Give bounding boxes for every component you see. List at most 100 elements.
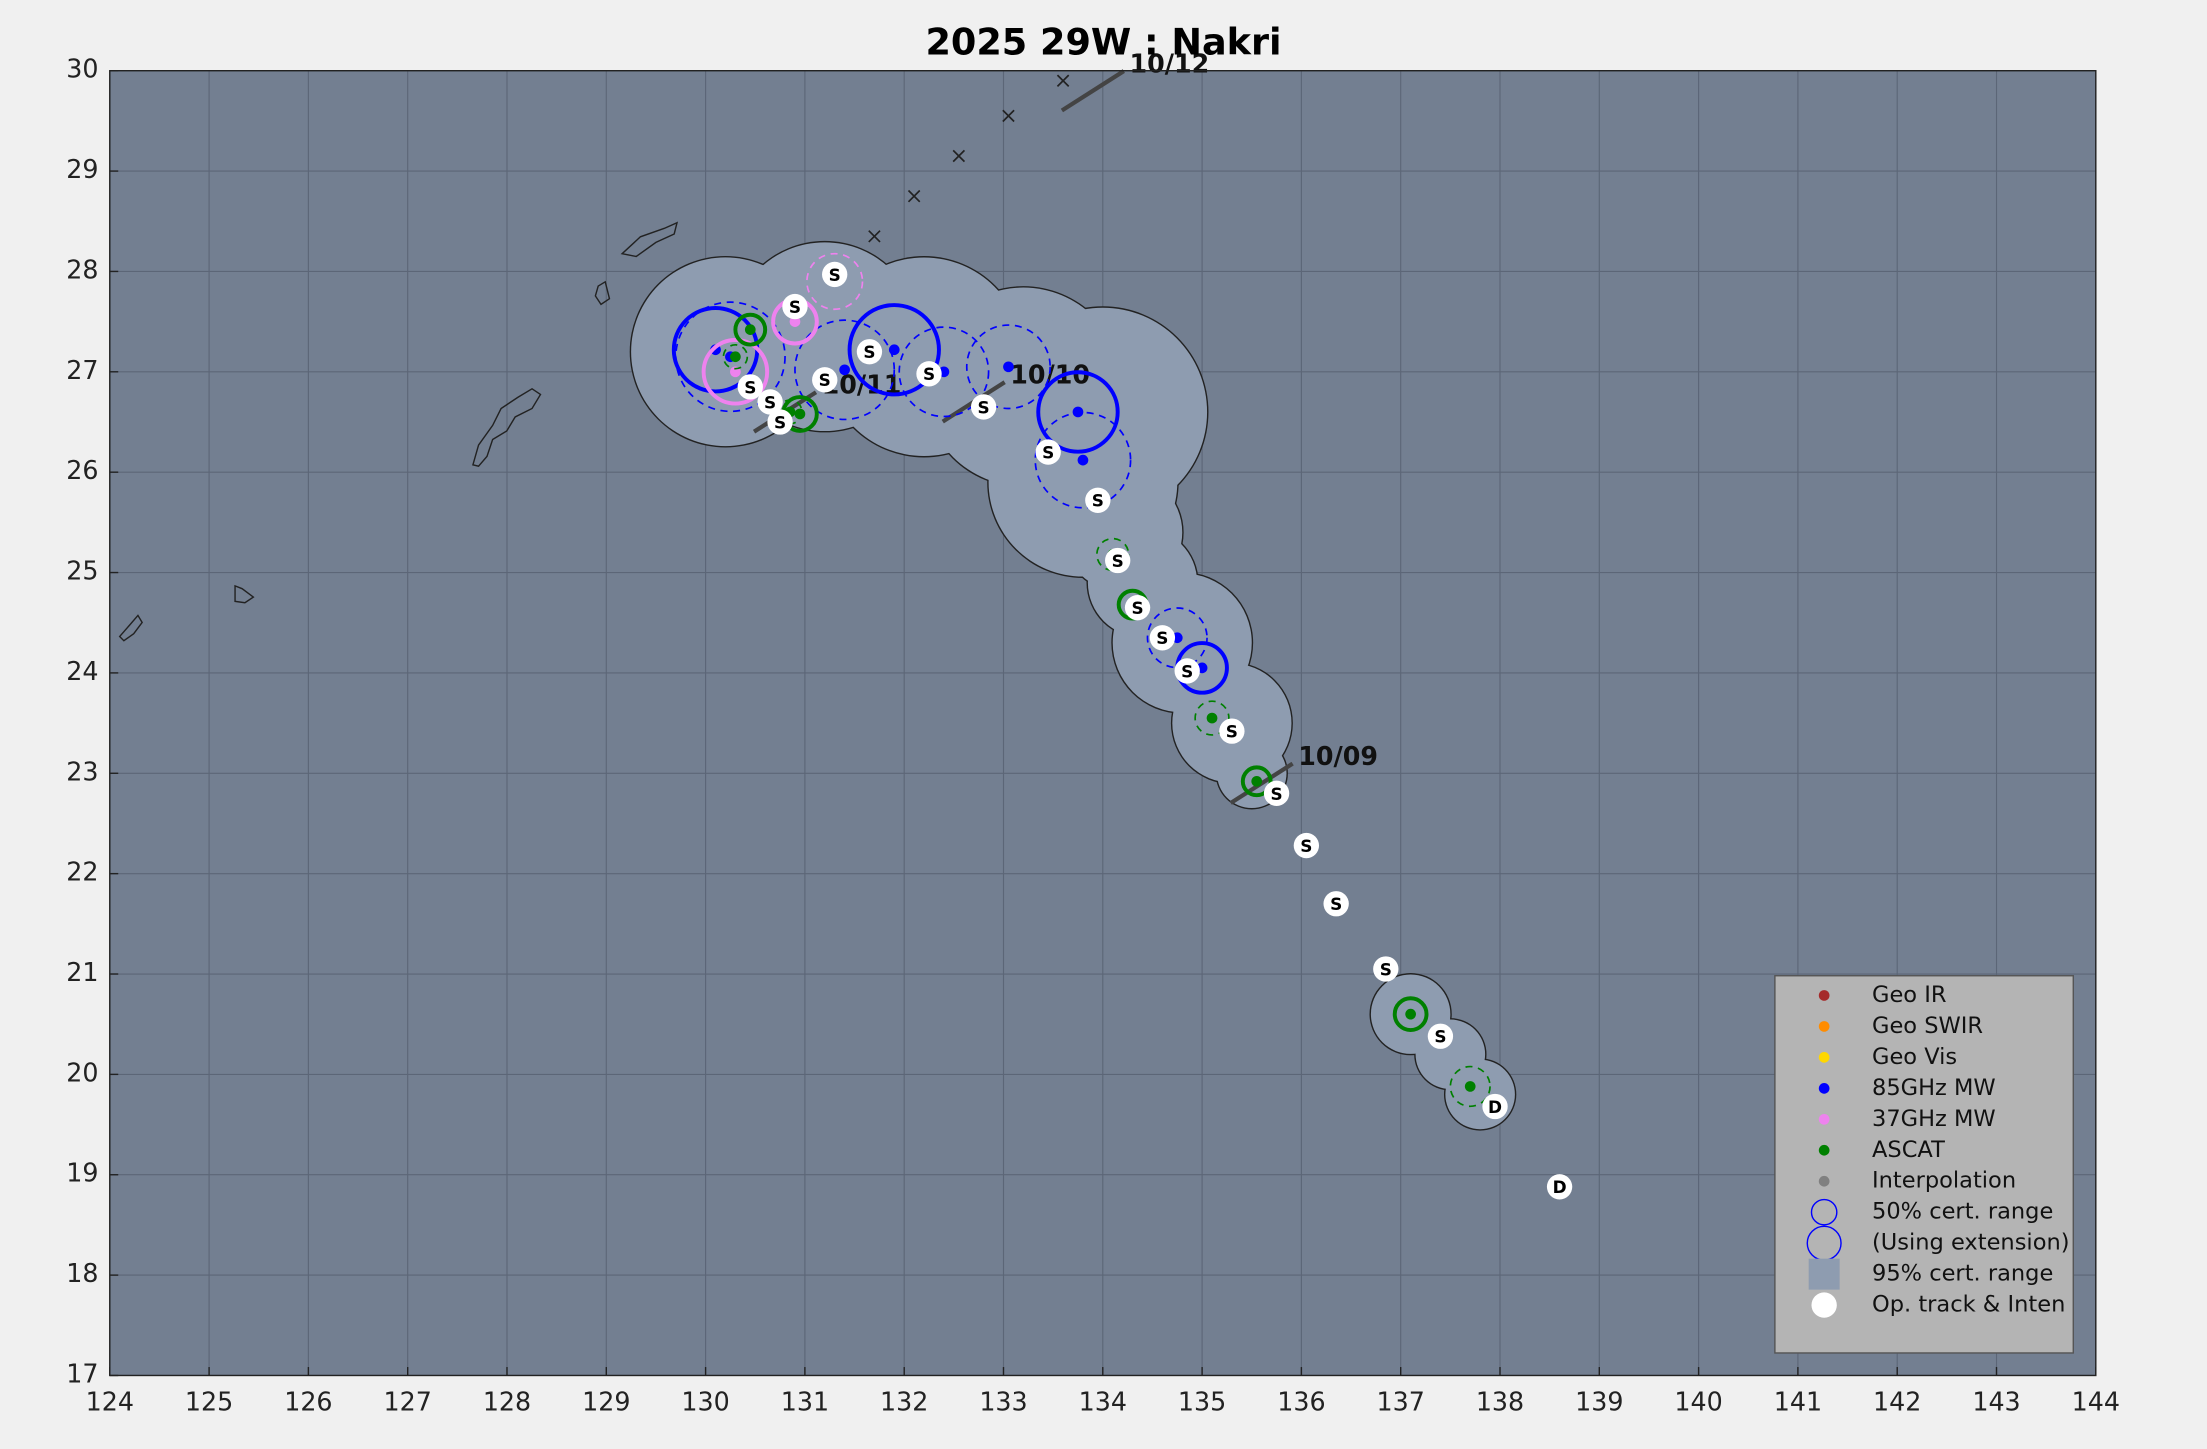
track-point [856,339,883,365]
fix-point [888,344,900,356]
track-point [1219,718,1245,744]
x-tick-label: 124 [86,1387,134,1417]
cert-range [722,343,749,370]
x-tick-label: 143 [1972,1387,2020,1417]
date-label: 10/12 [1129,48,1209,78]
intensity-label: S [1300,836,1312,856]
cert-range [965,324,1052,410]
legend-label: Geo IR [1872,982,1947,1008]
legend-label: 95% cert. range [1872,1261,2053,1287]
extrapolated-point [868,230,881,243]
cert-range [806,252,864,311]
date-tick [1060,69,1125,113]
legend-marker [1818,1175,1830,1187]
legend-marker [1818,1021,1830,1032]
track-point [737,374,763,400]
intensity-label: S [744,377,756,397]
extrapolated-point [1056,74,1070,87]
track-point [1482,1093,1508,1120]
intensity-label: S [1156,628,1168,648]
intensity-label: S [774,412,786,432]
extrapolated-point [907,189,921,203]
legend-label: Geo SWIR [1872,1013,1983,1039]
intensity-label: S [1270,784,1282,804]
cert-range [794,319,896,421]
legend-marker [1810,1198,1838,1226]
track-point [1373,956,1399,982]
intensity-label: S [1380,959,1392,979]
track-point [916,361,942,387]
fix-point [730,351,741,363]
x-tick-label: 140 [1674,1387,1722,1417]
x-tick-label: 128 [483,1387,531,1417]
fix-point [744,324,756,336]
fix-point [794,408,806,420]
legend-marker [1818,1052,1830,1063]
track-point [970,394,997,420]
legend-label: 50% cert. range [1872,1199,2053,1225]
island [620,221,679,258]
intensity-label: S [1434,1027,1446,1047]
y-tick-label: 17 [66,1358,98,1388]
legend [1774,975,2074,1354]
land [118,221,679,642]
y-tick-label: 24 [66,656,98,686]
cert-range [1240,765,1273,798]
y-tick-label: 20 [66,1057,98,1087]
y-tick-label: 19 [66,1158,98,1188]
cert-range [701,338,770,406]
legend-label: Op. track & Inten [1872,1292,2065,1318]
intensity-label: S [923,364,935,384]
fix-point [1003,361,1014,373]
intensity-label: S [1112,551,1124,571]
x-tick-label: 125 [185,1387,233,1417]
intensity-label: S [1131,598,1143,618]
legend-label: 85GHz MW [1872,1075,1996,1101]
x-tick-label: 132 [880,1387,928,1417]
cert-range [1392,996,1429,1033]
intensity-label: S [1092,491,1104,511]
legend-marker [1811,1292,1837,1318]
intensity-label: S [978,397,990,417]
y-tick-label: 25 [66,556,98,586]
x-tick-label: 137 [1377,1387,1425,1417]
fix-point [1077,454,1089,466]
date-label: 10/09 [1298,741,1378,771]
x-tick-label: 133 [979,1387,1027,1417]
intensity-label: S [1330,894,1342,914]
track-point [1149,625,1176,651]
track-point [1105,547,1131,574]
cert-range [1036,370,1120,454]
cert-range [733,312,768,347]
fix-point [1251,775,1263,787]
fix-point [1405,1008,1416,1020]
legend-items: Geo IR Geo SWIR Geo Vis 85GHz MW 37GHz MW ASC… [1806,982,2070,1318]
y-tick-label: 26 [66,455,98,485]
track-point [1263,780,1290,807]
track-point [1174,658,1200,684]
track-point [1323,891,1349,917]
x-tick-label: 139 [1575,1387,1623,1417]
y-tick-label: 21 [66,957,98,987]
y-tick-label: 22 [66,857,98,887]
x-tick-label: 142 [1873,1387,1921,1417]
intensity-label: S [829,265,841,285]
cert-range [1194,700,1230,736]
legend-marker [1818,1113,1830,1125]
cert-range [898,326,990,418]
legend-marker [1818,990,1830,1001]
intensity-label: S [819,370,831,390]
legend-marker [1818,1144,1830,1156]
legend-marker [1818,1082,1830,1094]
track-point [1546,1174,1573,1200]
x-tick-label: 131 [781,1387,829,1417]
x-tick-label: 138 [1476,1387,1524,1417]
track-point [1427,1023,1454,1049]
cert-range [674,301,786,413]
intensity-label: S [863,342,875,362]
island [472,387,542,468]
y-tick-label: 28 [66,254,98,284]
track-point [812,367,838,393]
fix-point [839,364,850,376]
